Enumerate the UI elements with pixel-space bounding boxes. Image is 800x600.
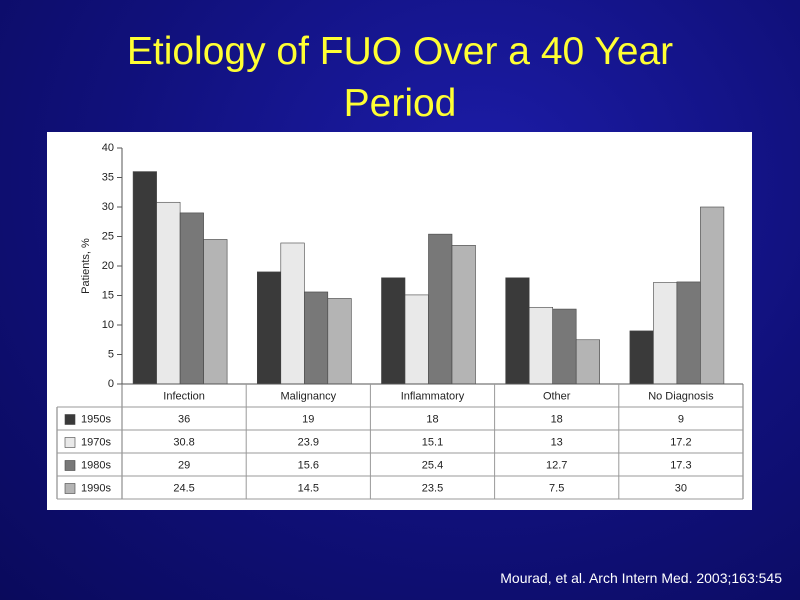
table-value: 23.5 <box>422 482 443 494</box>
y-tick-label: 40 <box>102 142 114 154</box>
y-tick-label: 15 <box>102 289 114 301</box>
bar <box>303 291 329 385</box>
legend-swatch <box>64 460 76 471</box>
legend-swatch <box>64 414 76 425</box>
table-value: 36 <box>178 413 190 425</box>
table-value: 23.9 <box>298 436 319 448</box>
x-tick-label: Malignancy <box>280 390 336 402</box>
y-tick-label: 20 <box>102 260 114 272</box>
bar <box>451 245 476 385</box>
table-value: 29 <box>178 459 190 471</box>
legend-label: 1980s <box>81 459 111 471</box>
slide-title: Etiology of FUO Over a 40 Year Period <box>126 30 674 125</box>
bar <box>203 239 228 385</box>
bar <box>676 281 701 385</box>
x-tick-label: Infection <box>163 390 205 402</box>
y-tick-label: 25 <box>102 230 114 242</box>
citation: Mourad, et al. Arch Intern Med. 2003;163… <box>500 570 782 586</box>
table-value: 12.7 <box>546 459 567 471</box>
bar <box>381 277 406 385</box>
legend-swatch <box>64 483 76 494</box>
table-value: 30 <box>675 482 687 494</box>
y-tick-label: 10 <box>102 319 114 331</box>
table-value: 13 <box>551 436 563 448</box>
table-value: 17.2 <box>670 436 691 448</box>
bar <box>428 233 453 385</box>
bar <box>404 294 429 385</box>
x-tick-label: No Diagnosis <box>648 390 714 402</box>
legend-label: 1950s <box>81 413 111 425</box>
bar <box>575 339 601 385</box>
table-value: 14.5 <box>298 482 319 494</box>
legend-swatch <box>64 437 76 448</box>
x-tick-label: Inflammatory <box>401 390 465 402</box>
bar <box>700 206 725 385</box>
table-value: 18 <box>426 413 438 425</box>
bar <box>156 201 181 385</box>
bar <box>528 306 554 385</box>
y-tick-label: 35 <box>102 171 114 183</box>
bar <box>132 171 157 385</box>
y-tick-label: 30 <box>102 201 114 213</box>
bar <box>179 212 204 385</box>
legend-label: 1970s <box>81 436 111 448</box>
bar <box>505 277 530 385</box>
table-value: 7.5 <box>549 482 564 494</box>
table-value: 9 <box>678 413 684 425</box>
table-value: 19 <box>302 413 314 425</box>
bar <box>653 282 678 385</box>
bar <box>280 242 305 385</box>
x-tick-label: Other <box>543 390 571 402</box>
bar <box>327 298 352 385</box>
table-value: 15.1 <box>422 436 443 448</box>
table-value: 18 <box>551 413 563 425</box>
bar <box>256 271 282 385</box>
table-value: 17.3 <box>670 459 691 471</box>
y-axis-label: Patients, % <box>80 238 92 294</box>
table-value: 15.6 <box>298 459 319 471</box>
table-value: 25.4 <box>422 459 443 471</box>
bar <box>552 308 577 385</box>
y-tick-label: 5 <box>108 348 114 360</box>
table-value: 24.5 <box>173 482 194 494</box>
table-value: 30.8 <box>173 436 194 448</box>
legend-label: 1990s <box>81 482 111 494</box>
bar <box>629 330 654 385</box>
y-tick-label: 0 <box>108 378 114 390</box>
